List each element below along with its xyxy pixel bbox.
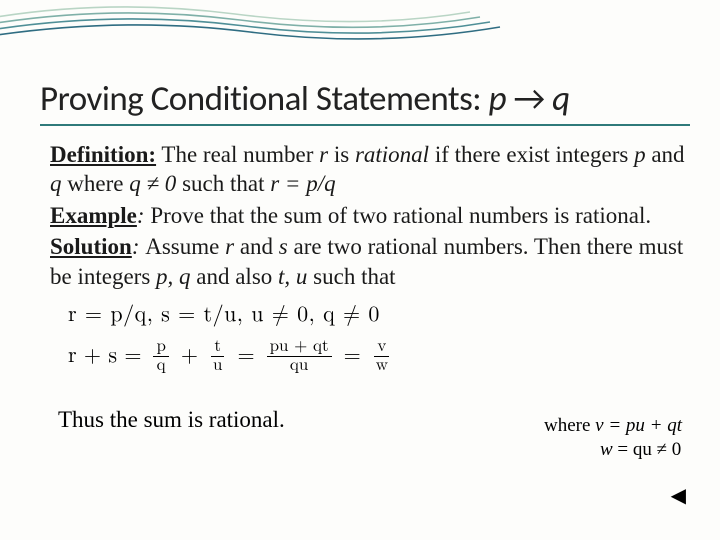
solution-label: Solution	[50, 234, 132, 259]
fraction-2: tu	[210, 338, 225, 375]
math-line-2: r + s = pq + tu = pu + qtqu = vw	[68, 338, 690, 375]
slide: Proving Conditional Statements: p → q De…	[0, 0, 720, 540]
fraction-3: pu + qtqu	[267, 338, 332, 375]
math-line-1: r = p/q, s = t/u, u ≠ 0, q ≠ 0	[68, 299, 690, 332]
end-marker-icon: ◀	[671, 483, 686, 508]
slide-title: Proving Conditional Statements: p → q	[40, 78, 690, 126]
title-var-p: p	[489, 78, 507, 120]
title-var-q: q	[552, 78, 570, 120]
solution-paragraph: Solution: Assume r and s are two rationa…	[50, 232, 686, 291]
fraction-4: vw	[373, 338, 391, 375]
title-arrow: →	[506, 78, 552, 120]
where-block: where v = pu + qt w = qu ≠ 0	[544, 414, 682, 462]
math-block: r = p/q, s = t/u, u ≠ 0, q ≠ 0 r + s = p…	[40, 293, 690, 379]
title-text: Proving Conditional Statements:	[40, 78, 489, 120]
example-label: Example	[50, 203, 137, 228]
body-text: Definition: The real number r is rationa…	[40, 140, 690, 291]
fraction-1: pq	[153, 338, 168, 375]
definition-paragraph: Definition: The real number r is rationa…	[50, 140, 686, 199]
example-paragraph: Example: Prove that the sum of two ratio…	[50, 201, 686, 230]
definition-label: Definition:	[50, 142, 156, 167]
